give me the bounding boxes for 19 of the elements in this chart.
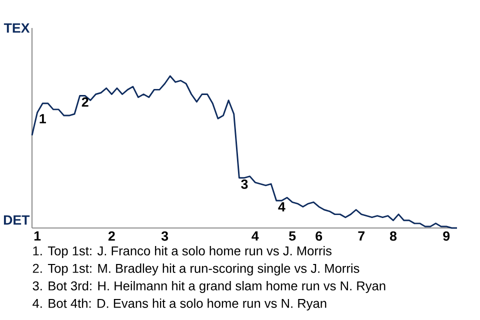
text: 1. Top 1st: J. Franco hit a solo home run vs J. Morris	[33, 246, 332, 258]
text: 3. Bot 3rd: H. Heilmann hit a grand slam home run vs N. Ryan	[32, 281, 386, 293]
text: 2. Top 1st: M. Bradley hit a run-scoring single vs J. Morris	[32, 264, 360, 276]
x-tick-label: 9	[443, 231, 450, 241]
x-tick-label: 2	[108, 231, 115, 241]
x-tick-label: 3	[161, 231, 168, 241]
x-tick-label: 6	[316, 231, 322, 241]
annotation: 1	[40, 114, 46, 124]
x-tick-label: 4	[252, 231, 259, 241]
x-tick-label: 5	[289, 231, 296, 241]
annotation: 3	[241, 179, 248, 189]
text: 4. Bot 4th: D. Evans hit a solo home run vs N. Ryan	[32, 298, 326, 310]
x-tick-label: 7	[358, 231, 364, 241]
x-tick-label: 1	[34, 231, 41, 241]
x-tick-label: 8	[390, 231, 397, 241]
annotation: 4	[278, 202, 286, 212]
annotation: 2	[82, 97, 88, 107]
text: TEX	[4, 23, 30, 33]
text: DET	[4, 215, 30, 225]
